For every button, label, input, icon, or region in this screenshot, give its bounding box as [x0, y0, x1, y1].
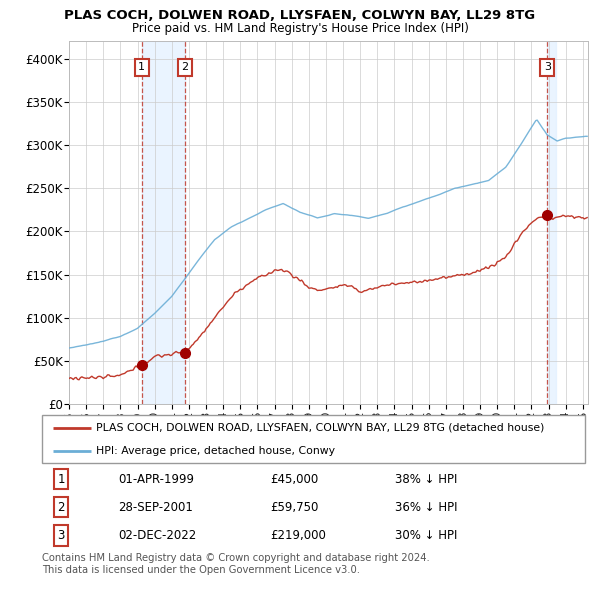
Text: £219,000: £219,000	[270, 529, 326, 542]
FancyBboxPatch shape	[42, 415, 585, 463]
Bar	[547, 41, 556, 404]
Text: 2: 2	[181, 62, 188, 72]
Text: 3: 3	[58, 529, 65, 542]
Text: 01-APR-1999: 01-APR-1999	[118, 473, 194, 486]
Text: 3: 3	[544, 62, 551, 72]
Text: 30% ↓ HPI: 30% ↓ HPI	[395, 529, 457, 542]
Text: 38% ↓ HPI: 38% ↓ HPI	[395, 473, 457, 486]
Text: This data is licensed under the Open Government Licence v3.0.: This data is licensed under the Open Gov…	[42, 565, 360, 575]
Text: PLAS COCH, DOLWEN ROAD, LLYSFAEN, COLWYN BAY, LL29 8TG (detached house): PLAS COCH, DOLWEN ROAD, LLYSFAEN, COLWYN…	[97, 423, 545, 433]
Text: 1: 1	[57, 473, 65, 486]
Text: 36% ↓ HPI: 36% ↓ HPI	[395, 501, 457, 514]
Text: 28-SEP-2001: 28-SEP-2001	[118, 501, 193, 514]
Text: 1: 1	[138, 62, 145, 72]
Text: Price paid vs. HM Land Registry's House Price Index (HPI): Price paid vs. HM Land Registry's House …	[131, 22, 469, 35]
Bar	[142, 41, 185, 404]
Text: 02-DEC-2022: 02-DEC-2022	[118, 529, 196, 542]
Text: Contains HM Land Registry data © Crown copyright and database right 2024.: Contains HM Land Registry data © Crown c…	[42, 553, 430, 563]
Text: HPI: Average price, detached house, Conwy: HPI: Average price, detached house, Conw…	[97, 446, 335, 456]
Text: £45,000: £45,000	[270, 473, 319, 486]
Text: £59,750: £59,750	[270, 501, 319, 514]
Text: PLAS COCH, DOLWEN ROAD, LLYSFAEN, COLWYN BAY, LL29 8TG: PLAS COCH, DOLWEN ROAD, LLYSFAEN, COLWYN…	[64, 9, 536, 22]
Text: 2: 2	[57, 501, 65, 514]
